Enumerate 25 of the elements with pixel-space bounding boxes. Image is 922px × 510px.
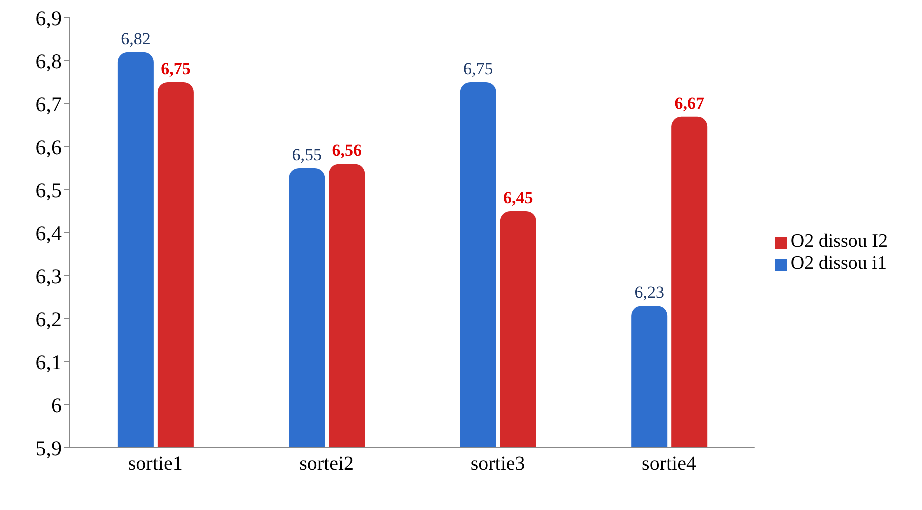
y-tick-label: 6,8 [36,49,62,74]
legend-label: O2 dissou i1 [790,253,887,274]
data-label: 6,45 [504,188,534,208]
y-tick-label: 6,5 [36,178,62,202]
x-tick-label: sortei2 [300,453,354,476]
y-tick-label: 6,4 [36,221,62,246]
y-tick-label: 6,2 [36,307,62,332]
y-tick-label: 6,3 [36,264,62,288]
legend-label: O2 dissou I2 [790,231,888,252]
y-tick-label: 6,9 [36,6,62,30]
x-tick-label: sortie3 [470,453,526,476]
y-tick-label: 6,6 [36,135,62,160]
data-label: 6,23 [634,283,664,302]
x-tick-label: sortie4 [642,453,696,476]
data-label: 6,56 [332,141,362,160]
y-tick-label: 6 [52,393,62,418]
x-tick-label: sortie1 [128,453,183,476]
data-label: 6,55 [292,146,322,164]
y-tick-label: 5,9 [36,436,62,460]
data-label: 6,75 [464,60,494,78]
data-label: 6,67 [674,94,705,113]
data-label: 6,82 [121,29,151,48]
data-label: 6,75 [161,60,191,78]
y-tick-label: 6,7 [36,92,62,116]
y-tick-label: 6,1 [36,350,62,374]
